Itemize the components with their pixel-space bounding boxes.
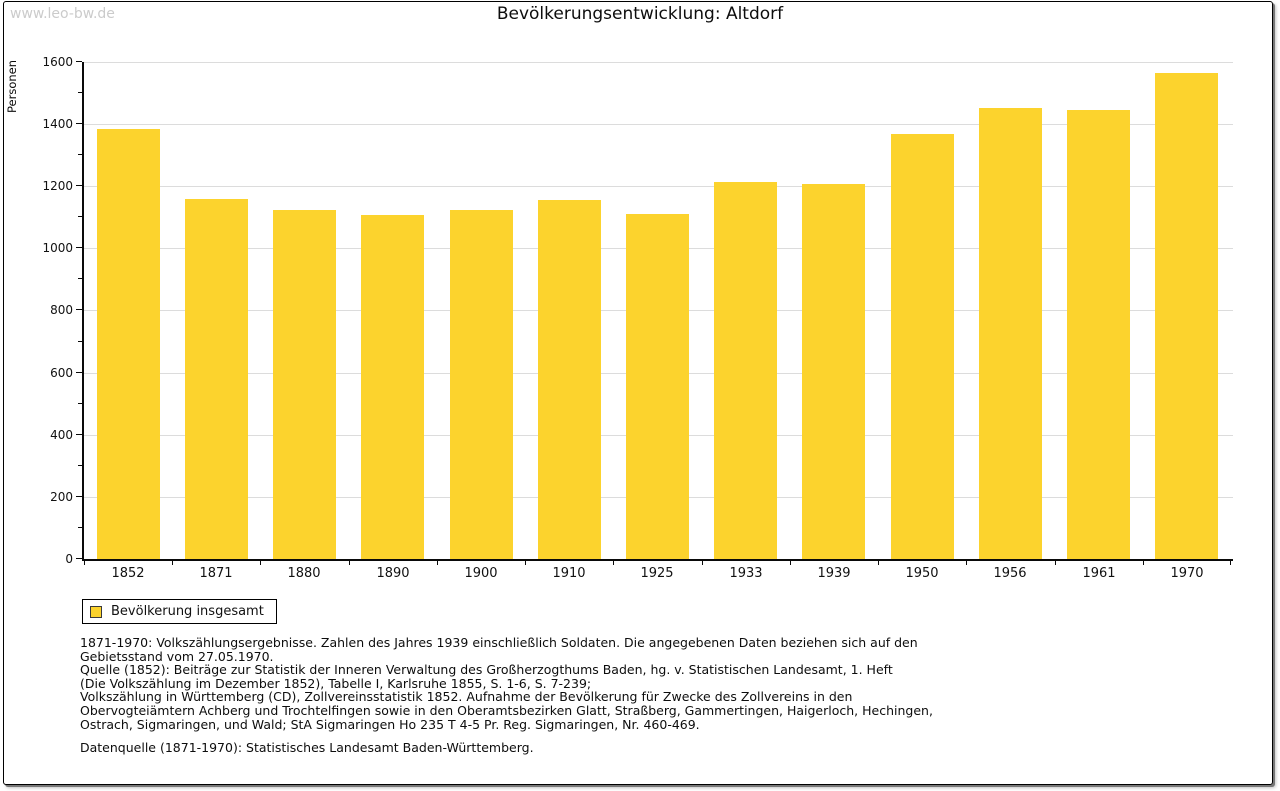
footnote-line-1: 1871-1970: Volkszählungsergebnisse. Zahl… bbox=[80, 635, 918, 650]
x-tick-label-1939: 1939 bbox=[817, 566, 851, 581]
footnote-line-5: Volkszählung in Württemberg (CD), Zollve… bbox=[80, 689, 853, 705]
x-boundary-tick-0 bbox=[84, 561, 85, 565]
bar-1939 bbox=[802, 184, 865, 559]
x-tick-label-1950: 1950 bbox=[905, 566, 939, 581]
y-axis-labels: 0 200 400 600 800 1000 1200 1400 1600 bbox=[0, 55, 76, 566]
y-tick-label-600: 600 bbox=[50, 366, 73, 380]
footnote-line-2: Gebietsstand vom 27.05.1970. bbox=[80, 648, 274, 664]
x-boundary-tick-13 bbox=[1230, 561, 1231, 565]
legend-label: Bevölkerung insgesamt bbox=[111, 604, 264, 619]
x-tick-label-1910: 1910 bbox=[552, 566, 586, 581]
bar-1970 bbox=[1155, 73, 1218, 559]
x-tick-label-1933: 1933 bbox=[729, 566, 763, 581]
x-boundary-tick-7 bbox=[702, 561, 703, 565]
x-boundary-tick-11 bbox=[1055, 561, 1056, 565]
footnote-line-7: Ostrach, Sigmaringen, und Wald; StA Sigm… bbox=[80, 716, 700, 732]
x-tick-label-1970: 1970 bbox=[1170, 566, 1204, 581]
y-minor-tick-700 bbox=[78, 341, 82, 342]
x-tick-label-1890: 1890 bbox=[376, 566, 410, 581]
bar-1961 bbox=[1067, 110, 1130, 559]
x-boundary-tick-5 bbox=[525, 561, 526, 565]
x-tick-label-1880: 1880 bbox=[287, 566, 321, 581]
chart-title: Bevölkerungsentwicklung: Altdorf bbox=[496, 4, 784, 24]
x-tick-label-1961: 1961 bbox=[1082, 566, 1116, 581]
bar-1880 bbox=[273, 210, 336, 559]
y-tick-label-1000: 1000 bbox=[42, 241, 73, 255]
y-tick-label-1600: 1600 bbox=[42, 55, 73, 69]
x-tick-label-1900: 1900 bbox=[464, 566, 498, 581]
y-minor-tick-1500 bbox=[78, 92, 82, 93]
x-boundary-tick-3 bbox=[349, 561, 350, 565]
bar-1956 bbox=[979, 108, 1042, 559]
watermark: www.leo-bw.de bbox=[10, 6, 115, 22]
x-boundary-tick-6 bbox=[613, 561, 614, 565]
footnote-line-4: (Die Volkszählung im Dezember 1852), Tab… bbox=[80, 675, 592, 691]
plot-area bbox=[76, 61, 1233, 565]
x-boundary-tick-8 bbox=[790, 561, 791, 565]
y-major-tick-1600 bbox=[76, 61, 82, 62]
bar-1950 bbox=[891, 134, 954, 559]
y-minor-tick-500 bbox=[78, 403, 82, 404]
footnote-line-3: Quelle (1852): Beiträge zur Statistik de… bbox=[80, 662, 893, 678]
gridline-1400 bbox=[84, 124, 1233, 125]
x-tick-label-1852: 1852 bbox=[111, 566, 145, 581]
y-tick-label-1200: 1200 bbox=[42, 179, 73, 193]
y-minor-tick-100 bbox=[78, 527, 82, 528]
x-boundary-tick-4 bbox=[437, 561, 438, 565]
y-tick-label-1400: 1400 bbox=[42, 117, 73, 131]
bar-1925 bbox=[626, 214, 689, 559]
y-minor-tick-1300 bbox=[78, 154, 82, 155]
y-tick-label-0: 0 bbox=[65, 552, 73, 566]
y-major-tick-1200 bbox=[76, 185, 82, 186]
bar-1900 bbox=[450, 210, 513, 559]
y-major-tick-400 bbox=[76, 434, 82, 435]
legend-swatch-icon bbox=[90, 605, 102, 618]
y-major-tick-0 bbox=[76, 558, 82, 559]
footnote-line-6: Obervogteiämtern Achberg und Trochtelfin… bbox=[80, 702, 933, 718]
y-major-tick-200 bbox=[76, 496, 82, 497]
datasource-note: Datenquelle (1871-1970): Statistisches L… bbox=[80, 740, 534, 755]
y-major-tick-1000 bbox=[76, 247, 82, 248]
bar-1852 bbox=[97, 129, 160, 559]
footnotes: 1871-1970: Volkszählungsergebnisse. Zahl… bbox=[80, 636, 1220, 731]
gridline-1200 bbox=[84, 186, 1233, 187]
y-tick-label-200: 200 bbox=[50, 490, 73, 504]
gridline-1600 bbox=[84, 62, 1233, 63]
x-axis-labels: 1852 1871 1880 1890 1900 1910 1925 1933 1939 1950… bbox=[84, 563, 1231, 583]
legend: Bevölkerung insgesamt bbox=[82, 599, 277, 624]
bar-1890 bbox=[361, 215, 424, 559]
y-major-tick-1400 bbox=[76, 123, 82, 124]
x-tick-label-1956: 1956 bbox=[993, 566, 1027, 581]
x-tick-label-1925: 1925 bbox=[640, 566, 674, 581]
y-minor-tick-900 bbox=[78, 278, 82, 279]
y-major-tick-600 bbox=[76, 372, 82, 373]
x-boundary-tick-9 bbox=[878, 561, 879, 565]
bar-1910 bbox=[538, 200, 601, 559]
y-minor-tick-300 bbox=[78, 465, 82, 466]
y-tick-label-400: 400 bbox=[50, 428, 73, 442]
x-boundary-tick-10 bbox=[966, 561, 967, 565]
x-boundary-tick-2 bbox=[260, 561, 261, 565]
x-boundary-tick-12 bbox=[1143, 561, 1144, 565]
y-tick-label-800: 800 bbox=[50, 303, 73, 317]
y-major-tick-800 bbox=[76, 309, 82, 310]
bar-1871 bbox=[185, 199, 248, 559]
bar-1933 bbox=[714, 182, 777, 559]
x-boundary-tick-1 bbox=[172, 561, 173, 565]
y-minor-tick-1100 bbox=[78, 216, 82, 217]
x-tick-label-1871: 1871 bbox=[199, 566, 233, 581]
